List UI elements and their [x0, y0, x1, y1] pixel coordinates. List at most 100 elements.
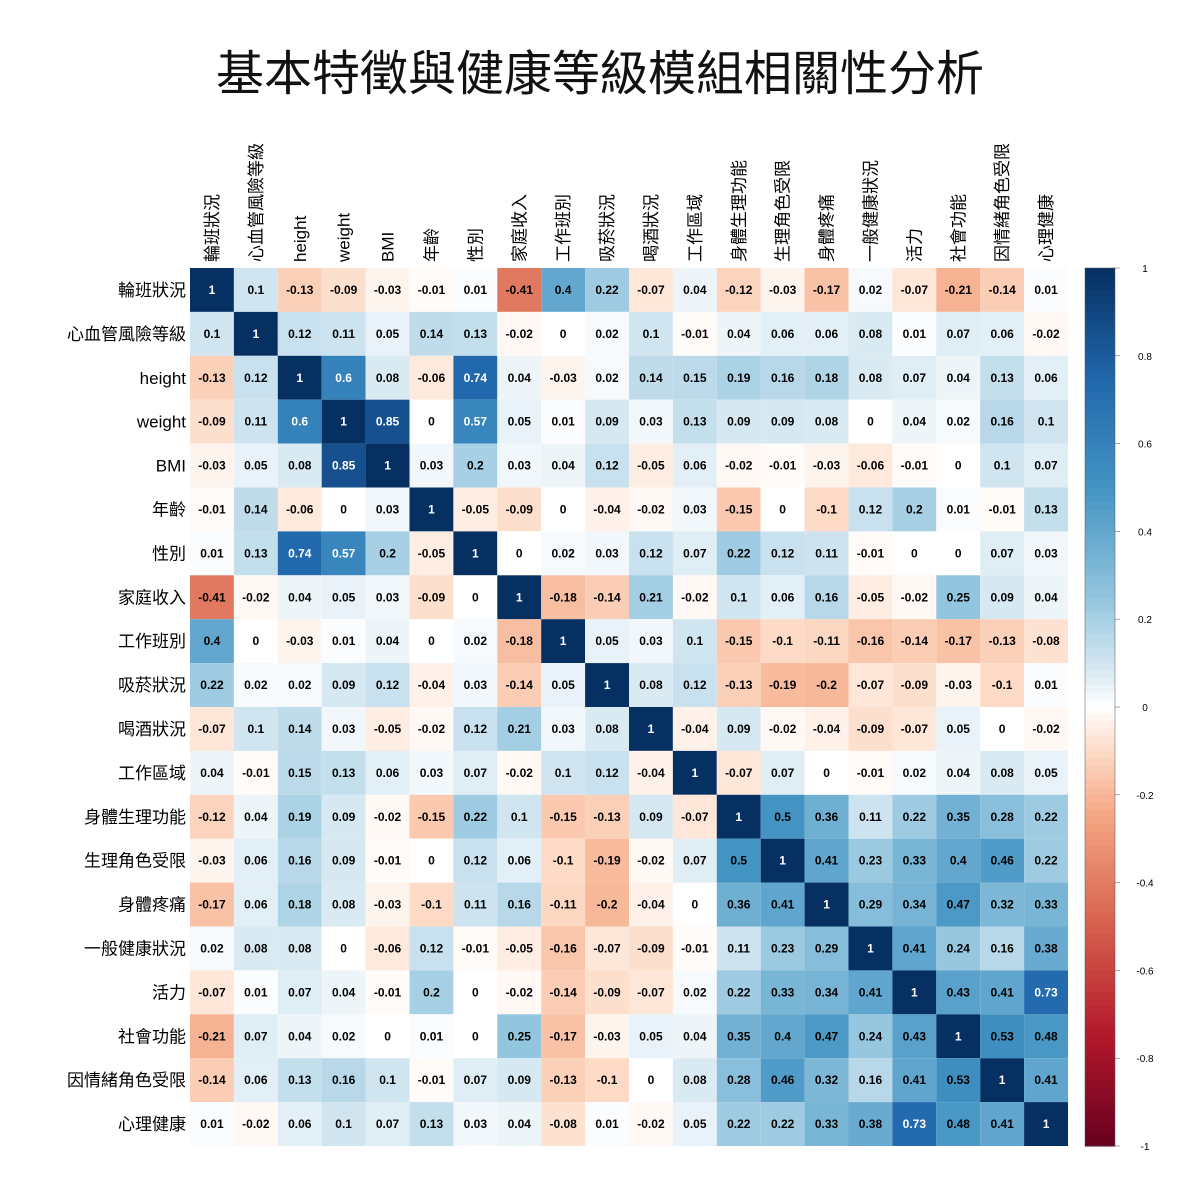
colorbar-segment [1085, 992, 1115, 1001]
heatmap-cell [365, 443, 410, 488]
cell-value-label: 0.03 [639, 634, 663, 648]
cell-value-label: 0.04 [947, 371, 971, 385]
cell-value-label: 0.06 [771, 327, 795, 341]
heatmap-cell [848, 794, 893, 839]
colorbar-segment [1085, 546, 1115, 554]
cell-value-label: -0.03 [945, 678, 973, 692]
heatmap-cell [936, 663, 981, 707]
cell-value-label: -0.14 [901, 634, 929, 648]
heatmap-cell [233, 443, 278, 488]
heatmap-cell [585, 1014, 629, 1059]
heatmap-cell [321, 750, 366, 795]
cell-value-label: 0.33 [815, 1117, 839, 1131]
heatmap-cell [892, 926, 937, 971]
cell-value-label: -0.04 [593, 502, 621, 516]
colorbar-tick-label: 0.8 [1138, 352, 1152, 363]
cell-value-label: -0.1 [992, 678, 1013, 692]
cell-value-label: -0.13 [593, 810, 621, 824]
heatmap-cell [497, 926, 542, 971]
colorbar-segment [1085, 377, 1115, 386]
cell-value-label: 0.05 [595, 634, 619, 648]
heatmap-cell [541, 926, 586, 971]
heatmap-cell [672, 399, 717, 444]
cell-value-label: 0.05 [1034, 766, 1058, 780]
cell-value-label: 0.22 [200, 678, 224, 692]
cell-value-label: 0.38 [1034, 941, 1058, 955]
colorbar-segment [1085, 1138, 1115, 1147]
heatmap-cell [541, 311, 586, 356]
cell-value-label: 0.03 [551, 722, 575, 736]
cell-value-label: 0.34 [815, 985, 839, 999]
cell-value-label: 0 [428, 854, 435, 868]
cell-value-label: 0.12 [420, 941, 444, 955]
cell-value-label: 0.01 [332, 634, 356, 648]
heatmap-cell [629, 575, 673, 620]
cell-value-label: -0.01 [374, 985, 402, 999]
cell-value-label: 0.14 [288, 722, 312, 736]
row-label: 喝酒狀況 [118, 720, 186, 740]
cell-value-label: 0.12 [771, 546, 795, 560]
cell-value-label: 0.85 [332, 459, 356, 473]
heatmap-cell [190, 1014, 234, 1059]
cell-value-label: 0 [955, 546, 962, 560]
colorbar-segment [1085, 1080, 1115, 1089]
heatmap-cell [629, 750, 673, 795]
heatmap-cell [980, 1058, 1025, 1103]
cell-value-label: 0.08 [288, 941, 312, 955]
colorbar-segment [1085, 977, 1115, 986]
column-label: 因情緒角色受限 [993, 143, 1013, 262]
cell-value-label: 0.24 [859, 1029, 883, 1043]
cell-value-label: -0.1 [772, 634, 793, 648]
heatmap-cell [277, 311, 322, 356]
heatmap-cell [277, 750, 322, 795]
colorbar-segment [1085, 611, 1115, 620]
cell-value-label: -0.07 [198, 985, 226, 999]
heatmap-cell [190, 750, 234, 795]
heatmap-cell [365, 1014, 410, 1059]
colorbar-segment [1085, 1043, 1115, 1052]
colorbar-segment [1085, 780, 1115, 789]
colorbar-segment [1085, 875, 1115, 884]
heatmap-cell [277, 355, 322, 400]
cell-value-label: -0.01 [988, 502, 1016, 516]
cell-value-label: 0.04 [551, 459, 575, 473]
heatmap-cell [321, 1014, 366, 1059]
cell-value-label: 0.6 [291, 415, 308, 429]
heatmap-cell [190, 838, 234, 883]
colorbar-segment [1085, 289, 1115, 298]
heatmap-cell [365, 575, 410, 620]
heatmap-cell [760, 531, 805, 576]
heatmap-cell [453, 1102, 498, 1146]
cell-value-label: 0.11 [332, 327, 355, 341]
heatmap-cell [760, 1058, 805, 1103]
cell-value-label: -0.05 [418, 546, 446, 560]
colorbar-segment [1085, 721, 1115, 730]
colorbar-segment [1085, 1102, 1115, 1111]
row-label: 家庭收入 [118, 588, 186, 608]
cell-value-label: 0.11 [244, 415, 267, 429]
heatmap-cell [629, 970, 673, 1015]
heatmap-cell [1024, 1102, 1068, 1146]
heatmap-cell [716, 750, 761, 795]
cell-value-label: -0.07 [725, 766, 753, 780]
cell-value-label: 0.02 [683, 985, 707, 999]
heatmap-cell [716, 619, 761, 664]
colorbar-segment [1085, 1116, 1115, 1125]
heatmap-cell [453, 926, 498, 971]
cell-value-label: 0.01 [1034, 678, 1058, 692]
colorbar-segment [1085, 560, 1115, 569]
cell-value-label: 0.09 [332, 854, 356, 868]
heatmap-cell [804, 926, 849, 971]
cell-value-label: 0.04 [200, 766, 224, 780]
colorbar-segment [1085, 889, 1115, 898]
colorbar-segment [1085, 597, 1115, 606]
cell-value-label: 0 [472, 1029, 479, 1043]
colorbar-segment [1085, 970, 1115, 979]
cell-value-label: -0.01 [418, 283, 446, 297]
heatmap-cell [277, 926, 322, 971]
heatmap-cell [365, 750, 410, 795]
heatmap-cell [497, 268, 542, 312]
heatmap-cell [980, 355, 1025, 400]
heatmap-cell [804, 575, 849, 620]
heatmap-cell [409, 355, 454, 400]
